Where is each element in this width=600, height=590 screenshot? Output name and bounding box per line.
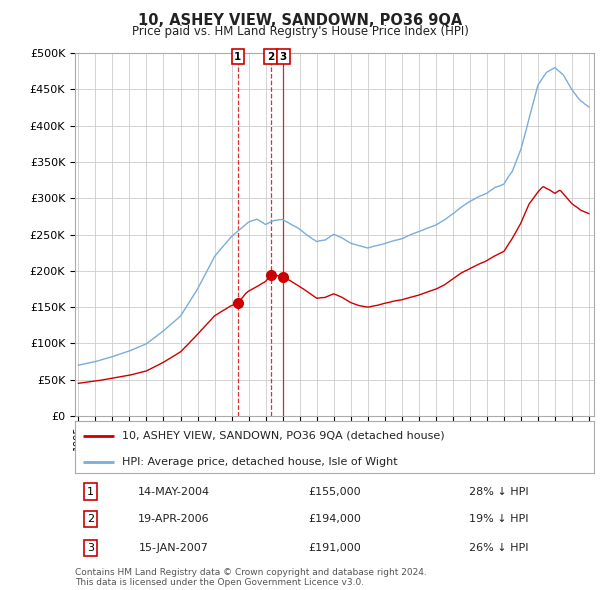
Text: Price paid vs. HM Land Registry's House Price Index (HPI): Price paid vs. HM Land Registry's House … (131, 25, 469, 38)
Text: 10, ASHEY VIEW, SANDOWN, PO36 9QA: 10, ASHEY VIEW, SANDOWN, PO36 9QA (138, 13, 462, 28)
Text: HPI: Average price, detached house, Isle of Wight: HPI: Average price, detached house, Isle… (122, 457, 397, 467)
Text: £155,000: £155,000 (308, 487, 361, 497)
Text: 15-JAN-2007: 15-JAN-2007 (139, 543, 209, 553)
Text: 28% ↓ HPI: 28% ↓ HPI (469, 487, 529, 497)
Text: 3: 3 (87, 543, 94, 553)
Text: This data is licensed under the Open Government Licence v3.0.: This data is licensed under the Open Gov… (75, 578, 364, 587)
Text: 2: 2 (87, 514, 94, 524)
Text: 10, ASHEY VIEW, SANDOWN, PO36 9QA (detached house): 10, ASHEY VIEW, SANDOWN, PO36 9QA (detac… (122, 431, 445, 441)
Text: £191,000: £191,000 (308, 543, 361, 553)
Text: 19% ↓ HPI: 19% ↓ HPI (469, 514, 529, 524)
Text: 2: 2 (267, 52, 274, 62)
Text: 26% ↓ HPI: 26% ↓ HPI (469, 543, 529, 553)
Text: £194,000: £194,000 (308, 514, 361, 524)
Text: 3: 3 (280, 52, 287, 62)
Text: Contains HM Land Registry data © Crown copyright and database right 2024.: Contains HM Land Registry data © Crown c… (75, 568, 427, 576)
Text: 14-MAY-2004: 14-MAY-2004 (137, 487, 209, 497)
Text: 19-APR-2006: 19-APR-2006 (138, 514, 209, 524)
Text: 1: 1 (87, 487, 94, 497)
Text: 1: 1 (234, 52, 241, 62)
